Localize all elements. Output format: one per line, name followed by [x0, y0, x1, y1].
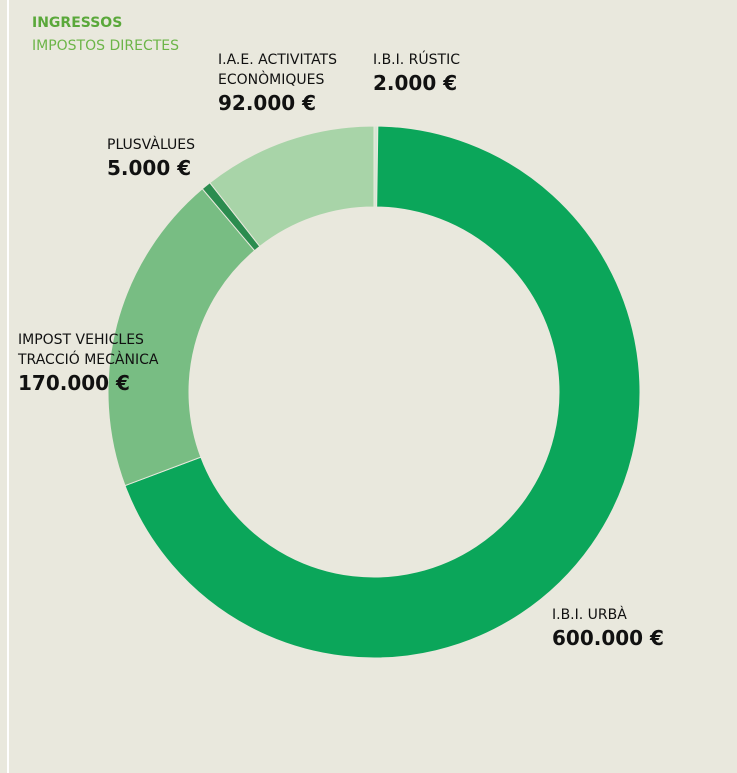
- slice-label: I.B.I. URBÀ 600.000 €: [552, 605, 712, 651]
- slice-value: 600.000 €: [552, 626, 664, 650]
- slice-value: 2.000 €: [373, 71, 458, 95]
- slice-label: PLUSVÀLUES 5.000 €: [107, 135, 247, 181]
- slice-label: I.B.I. RÚSTIC 2.000 €: [373, 50, 513, 96]
- slice-name: PLUSVÀLUES: [107, 137, 196, 153]
- edge: [7, 0, 9, 773]
- slice-label: IMPOST VEHICLES TRACCIÓ MECÀNICA 170.000 …: [18, 330, 188, 396]
- chart-subtitle: IMPOSTOS DIRECTES: [32, 38, 180, 54]
- slice-label: I.A.E. ACTIVITATS ECONÒMIQUES 92.000 €: [218, 50, 368, 116]
- slice-value: 170.000 €: [18, 371, 130, 395]
- slice-value: 5.000 €: [107, 156, 192, 180]
- slice-name: I.B.I. RÚSTIC: [373, 52, 460, 68]
- slice-name: I.A.E. ACTIVITATS ECONÒMIQUES: [218, 52, 337, 88]
- slice: [209, 125, 375, 248]
- slice-name: IMPOST VEHICLES TRACCIÓ MECÀNICA: [18, 332, 159, 368]
- slice: [124, 125, 641, 659]
- chart-title: INGRESSOS: [32, 15, 123, 31]
- slice-value: 92.000 €: [218, 91, 317, 115]
- slice-name: I.B.I. URBÀ: [552, 607, 627, 623]
